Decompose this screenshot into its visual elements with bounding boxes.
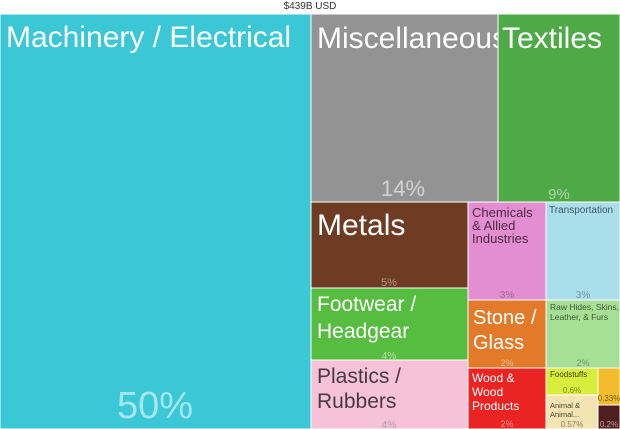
tile-rect [310,14,499,203]
tile-percent-label: 2% [576,358,589,368]
tile-percent-label: 4% [382,420,397,429]
tile-label: Wood & [472,371,514,385]
tile-label: Products [472,399,519,413]
tile-label: & Allied [472,218,515,233]
treemap-tile-foodstuffs: Foodstuffs 0.6% [545,367,599,396]
tile-label: Rubbers [317,390,396,413]
treemap-tile-stone-glass: Stone / Glass 2% [467,299,547,369]
tile-percent-label: 2% [500,358,513,368]
tile-label: Chemicals [472,205,533,220]
tile-rect [467,367,547,429]
treemap-chart: Machinery / Electrical 50% Miscellaneous 14… [0,14,620,429]
tile-percent-label: 50% [117,385,193,427]
tile-rect [310,287,469,361]
tile-rect [467,201,547,301]
tile-rect [497,14,620,203]
tile-label: Wood [472,385,503,399]
tile-label: Animal & [550,401,580,410]
tile-label: Industries [472,231,529,246]
treemap-tile-animal-animal: Animal &Animal...0.57% [545,394,599,429]
tile-percent-label: 4% [382,351,397,362]
treemap-tile-textiles: Textiles 9% [497,14,620,203]
tile-rect [545,201,620,301]
tile-percent-label: 0.57% [561,420,584,429]
tile-label: Raw Hides, Skins, [550,302,619,312]
tile-label: Leather, & Furs [550,312,608,322]
treemap-tile-footwear-headgear: Footwear / Headgear 4% [310,287,469,362]
treemap-tile-metals: Metals 5% [310,201,469,289]
treemap-tile-tile-13: 0.33% [597,367,620,406]
tile-percent-label: 3% [500,290,515,301]
tile-label: Glass [473,332,524,354]
tile-label: Foodstuffs [550,370,587,379]
tile-percent-label: 14% [381,176,425,201]
tile-label: Plastics / [317,365,401,388]
treemap-tile-transportation: Transportation 3% [545,201,620,301]
tile-percent-label: 0.33% [598,394,620,403]
treemap-tile-machinery-electrical: Machinery / Electrical 50% [0,14,312,429]
tile-label: Footwear / [317,293,416,316]
tile-percent-label: 0.2% [600,420,618,429]
tile-label: Animal... [550,410,579,419]
tile-percent-label: 9% [548,186,570,203]
treemap-tile-tile-14: 0.2% [597,404,620,429]
tile-rect [467,299,547,369]
treemap-tile-raw-hides-skins-leather-furs: Raw Hides, Skins,Leather, & Furs 2% [545,299,620,369]
tile-rect [545,299,620,369]
tile-label: Machinery / Electrical [6,21,291,54]
chart-title: $439B USD [283,1,337,12]
tile-rect [545,394,599,429]
treemap-tile-miscellaneous: Miscellaneous 14% [310,14,507,203]
tile-percent-label: 0.6% [563,386,581,395]
tile-rect [0,14,312,429]
tile-percent-label: 5% [381,277,397,289]
tile-label: Transportation [549,205,613,216]
tile-label: Headgear [317,320,409,343]
tile-rect [310,359,469,429]
tile-label: Stone / [473,307,537,329]
treemap-tile-plastics-rubbers: Plastics /Rubbers 4% [310,359,469,429]
tile-label: Textiles [502,22,602,55]
tile-label: Miscellaneous [317,22,507,55]
tile-percent-label: 3% [576,290,591,301]
tile-label: Metals [317,209,405,242]
tile-percent-label: 2% [500,419,513,429]
tile-rect [597,404,620,429]
